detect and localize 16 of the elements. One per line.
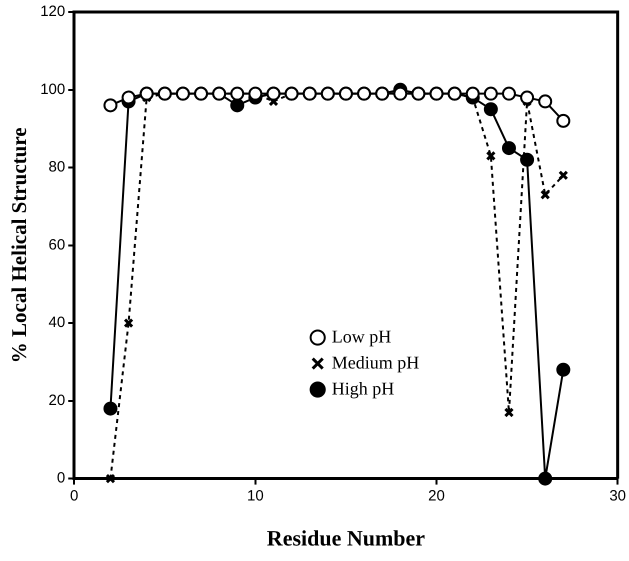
y-tick-label: 40 xyxy=(48,314,66,332)
legend-label: Medium pH xyxy=(332,352,420,372)
x-tick-label: 20 xyxy=(428,488,445,505)
legend-label: Low pH xyxy=(332,326,392,346)
x-axis-title: Residue Number xyxy=(266,525,426,550)
y-axis-title: % Local Helical Structure xyxy=(7,127,32,364)
y-tick-label: 20 xyxy=(48,392,66,409)
x-tick-label: 30 xyxy=(609,488,626,505)
x-tick-label: 10 xyxy=(247,488,264,505)
legend-label: High pH xyxy=(332,378,394,398)
x-tick-label: 0 xyxy=(70,488,78,505)
y-tick-label: 100 xyxy=(40,80,66,98)
y-tick-label: 120 xyxy=(40,3,66,20)
y-tick-label: 0 xyxy=(56,470,66,487)
y-tick-label: 60 xyxy=(48,236,66,254)
y-tick-label: 80 xyxy=(48,158,66,176)
